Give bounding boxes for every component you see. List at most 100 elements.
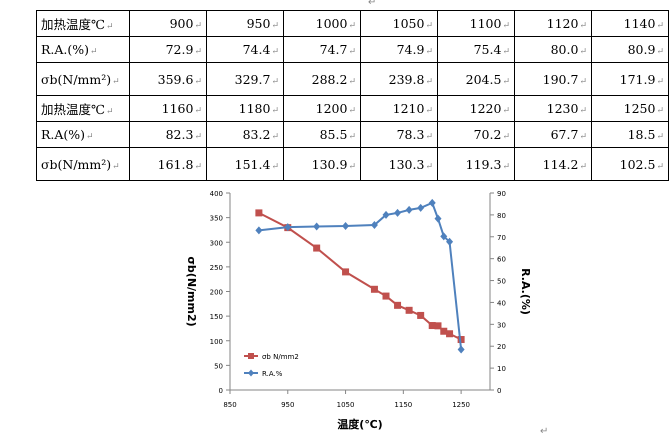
table-cell: 1160↵	[129, 95, 207, 122]
data-point-square	[457, 336, 465, 344]
data-point-diamond	[417, 203, 425, 212]
cell-return-mark: ↵	[271, 21, 279, 31]
data-point-square	[342, 268, 350, 276]
cell-return-mark: ↵	[86, 132, 94, 142]
data-point-diamond	[284, 223, 292, 232]
series-line-1	[258, 201, 463, 350]
cell-return-mark: ↵	[271, 76, 279, 87]
table-cell: 114.2↵	[514, 147, 592, 181]
left-tick-label: 250	[210, 264, 223, 272]
paragraph-mark-top: ↵	[368, 0, 377, 8]
table-cell: 171.9↵	[591, 62, 669, 96]
data-point-diamond	[446, 237, 454, 246]
right-tick-label: 80	[497, 212, 506, 220]
cell-return-mark: ↵	[348, 21, 356, 31]
cell-return-mark: ↵	[425, 161, 433, 172]
cell-return-mark: ↵	[194, 76, 202, 87]
cell-return-mark: ↵	[348, 132, 356, 142]
legend-label: R.A.%	[262, 370, 283, 378]
cell-return-mark: ↵	[579, 132, 587, 142]
table-cell: 900↵	[129, 10, 207, 37]
cell-return-mark: ↵	[502, 132, 510, 142]
left-tick-label: 0	[219, 387, 223, 395]
table-cell: 130.9↵	[283, 147, 361, 181]
x-tick-label: 1150	[394, 401, 412, 409]
cell-return-mark: ↵	[90, 47, 98, 57]
table-cell: 1140↵	[591, 10, 669, 37]
cell-return-mark: ↵	[425, 21, 433, 31]
table-cell: 161.8↵	[129, 147, 207, 181]
table-cell: 119.3↵	[437, 147, 515, 181]
table-cell: 1100↵	[437, 10, 515, 37]
right-tick-label: 50	[497, 278, 506, 286]
table-cell: 82.3↵	[129, 121, 207, 148]
cell-return-mark: ↵	[502, 76, 510, 87]
data-point-square	[428, 322, 436, 330]
cell-return-mark: ↵	[271, 161, 279, 172]
x-tick-label: 1250	[452, 401, 470, 409]
left-tick-label: 100	[210, 338, 223, 346]
table-cell: 239.8↵	[360, 62, 438, 96]
table-cell: 130.3↵	[360, 147, 438, 181]
cell-return-mark: ↵	[579, 161, 587, 172]
right-tick-label: 30	[497, 321, 506, 329]
cell-return-mark: ↵	[656, 76, 664, 87]
table-cell: 1210↵	[360, 95, 438, 122]
cell-return-mark: ↵	[502, 47, 510, 57]
table-cell: 78.3↵	[360, 121, 438, 148]
table-cell: 83.2↵	[206, 121, 284, 148]
cell-return-mark: ↵	[348, 76, 356, 87]
series-line-0	[258, 212, 462, 341]
table-row: 加热温度℃↵ 900↵ 950↵ 1000↵ 1050↵ 1100↵ 1120↵ 1140↵	[36, 10, 669, 37]
cell-return-mark: ↵	[656, 106, 664, 116]
table-cell: 1200↵	[283, 95, 361, 122]
cell-return-mark: ↵	[656, 47, 664, 57]
row-header-cell: σb(N/mm²)↵	[36, 147, 130, 181]
cell-return-mark: ↵	[425, 106, 433, 116]
left-tick-label: 200	[210, 289, 223, 297]
legend-marker-diamond	[248, 369, 254, 377]
data-point-diamond	[428, 198, 436, 207]
data-point-square	[370, 285, 378, 293]
cell-return-mark: ↵	[105, 22, 114, 32]
left-tick-label: 150	[210, 313, 223, 321]
data-point-square	[440, 327, 448, 335]
x-tick-label: 850	[223, 401, 236, 409]
cell-return-mark: ↵	[194, 21, 202, 31]
right-tick-label: 20	[497, 343, 506, 351]
data-point-square	[417, 311, 425, 319]
data-point-diamond	[382, 210, 390, 219]
x-tick-label: 1050	[337, 401, 355, 409]
cell-return-mark: ↵	[348, 161, 356, 172]
table-cell: 1180↵	[206, 95, 284, 122]
cell-return-mark: ↵	[194, 161, 202, 172]
row-header-cell: σb(N/mm²)↵	[36, 62, 130, 96]
cell-return-mark: ↵	[348, 106, 356, 116]
table-cell: 67.7↵	[514, 121, 592, 148]
table-cell: 102.5↵	[591, 147, 669, 181]
legend-marker-square	[248, 353, 254, 359]
table-cell: 151.4↵	[206, 147, 284, 181]
cell-return-mark: ↵	[271, 106, 279, 116]
cell-return-mark: ↵	[112, 161, 120, 172]
cell-return-mark: ↵	[271, 132, 279, 142]
right-tick-label: 90	[497, 190, 506, 198]
data-point-diamond	[434, 214, 442, 223]
cell-return-mark: ↵	[579, 76, 587, 87]
data-point-diamond	[440, 232, 448, 241]
cell-return-mark: ↵	[194, 132, 202, 142]
cell-return-mark: ↵	[579, 47, 587, 57]
x-axis-title: 温度(℃)	[337, 417, 382, 431]
table-cell: 1220↵	[437, 95, 515, 122]
right-axis-title: R.A.(%)	[519, 268, 532, 315]
data-point-diamond	[342, 222, 350, 231]
data-point-square	[382, 292, 390, 300]
cell-return-mark: ↵	[425, 76, 433, 87]
cell-return-mark: ↵	[656, 132, 664, 142]
paragraph-mark-bottom: ↵	[540, 426, 549, 437]
table-cell: 18.5↵	[591, 121, 669, 148]
legend-label: σb N/mm2	[262, 353, 299, 361]
data-point-square	[446, 330, 454, 338]
data-point-diamond	[457, 345, 465, 354]
